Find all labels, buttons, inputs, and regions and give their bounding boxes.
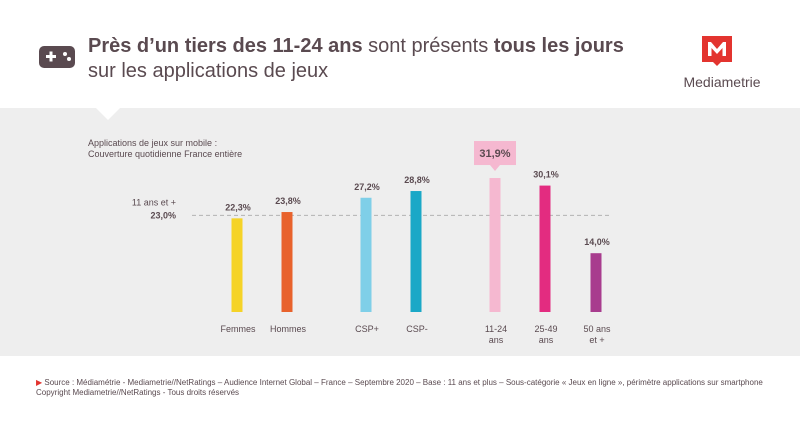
source-marker: ▶ [36, 378, 43, 387]
bar-3 [360, 197, 372, 312]
category-label-7: 50 ans [583, 324, 611, 334]
category-label-2: Hommes [270, 324, 307, 334]
title-line-1: Près d’un tiers des 11-24 ans sont prése… [88, 34, 648, 59]
category-label-6-line-2: ans [539, 335, 554, 345]
mediametrie-m-logo [702, 36, 732, 66]
bar-4 [410, 191, 422, 312]
chart-title-line-2: Couverture quotidienne France entière [88, 149, 243, 159]
title-line-2: sur les applications de jeux [88, 60, 329, 82]
bar-2 [281, 212, 293, 312]
value-label-5: 31,9% [479, 148, 510, 160]
category-label-4: CSP- [406, 324, 428, 334]
value-label-1: 22,3% [225, 202, 251, 212]
chart-title: Applications de jeux sur mobile : Couver… [88, 138, 242, 160]
reference-value-label: 23,0% [150, 210, 176, 220]
category-label-5-line-2: ans [489, 335, 504, 345]
category-label-3: CSP+ [355, 324, 379, 334]
gamepad-icon [39, 46, 75, 68]
page-title: Près d’un tiers des 11-24 ans sont prése… [88, 34, 648, 84]
value-label-2: 23,8% [275, 196, 301, 206]
header: Près d’un tiers des 11-24 ans sont prése… [0, 0, 800, 108]
chart-title-line-1: Applications de jeux sur mobile : [88, 138, 218, 148]
chart-panel [0, 108, 800, 356]
bar-5 [489, 178, 501, 312]
panel-notch [96, 108, 120, 120]
reference-label: 11 ans et + [132, 197, 176, 207]
title-part-1: Près d’un tiers des 11-24 ans [88, 35, 363, 57]
value-label-6: 30,1% [533, 170, 559, 180]
source-note: ▶ Source : Médiamétrie - Mediametrie//Ne… [36, 378, 776, 388]
source-text: Source : Médiamétrie - Mediametrie//NetR… [42, 378, 763, 387]
mediametrie-logo: Mediametrie [672, 36, 772, 92]
footer: ▶ Source : Médiamétrie - Mediametrie//Ne… [36, 378, 776, 398]
bar-6 [539, 185, 551, 312]
category-label-7-line-2: et + [589, 335, 604, 345]
title-part-3: tous les jours [493, 35, 624, 57]
category-label-6: 25-49 [534, 324, 557, 334]
bar-7 [590, 253, 602, 312]
value-label-4: 28,8% [404, 175, 430, 185]
copyright-note: Copyright Mediametrie//NetRatings - Tous… [36, 388, 240, 397]
category-label-5: 11-24 [485, 324, 507, 334]
bar-chart: 11 ans et + 23,0% 22,3% Femmes 23,8% Hommes 27… [132, 141, 612, 345]
title-part-2: sont présents [362, 35, 494, 57]
value-label-3: 27,2% [354, 182, 380, 192]
value-label-7: 14,0% [584, 237, 610, 247]
bar-1 [231, 218, 243, 312]
logo-text: Mediametrie [683, 74, 761, 90]
highlight-callout [474, 141, 516, 166]
highlight-callout-pointer [490, 165, 500, 172]
category-label-1: Femmes [220, 324, 256, 334]
